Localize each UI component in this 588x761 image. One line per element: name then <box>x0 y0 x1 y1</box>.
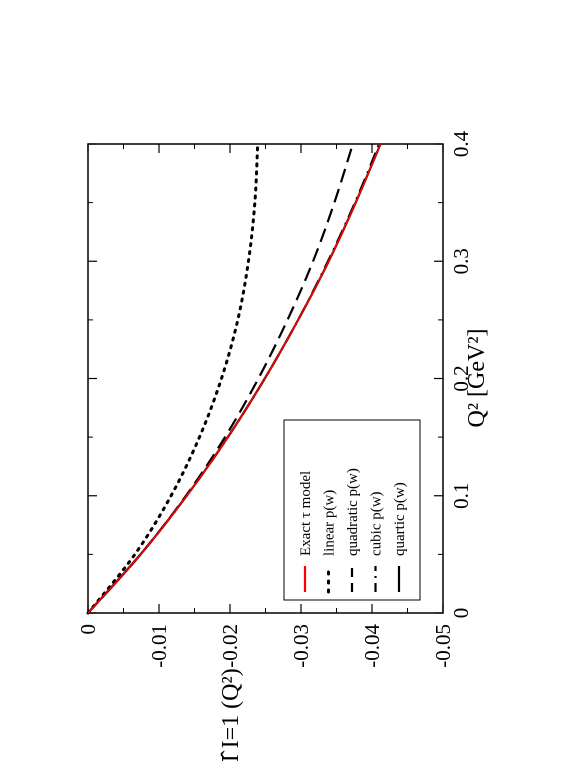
y-tick-label: 0 <box>76 624 100 635</box>
legend: Exact τ model linear p(w) quadratic p(w) cu… <box>283 419 421 601</box>
y-tick-label: -0.04 <box>360 624 384 668</box>
series <box>86 142 382 615</box>
x-tick-label: 0.4 <box>449 130 473 157</box>
x-tick-label: 0.1 <box>449 483 473 509</box>
y-tick-label: -0.05 <box>431 624 455 668</box>
legend-label: quartic p(w) <box>392 482 408 556</box>
tick-labels: 0 0.1 0.2 0.3 0.4 0 -0.01 -0.02 -0.03 -0.04 -0.05 <box>76 130 473 667</box>
y-tick-label: -0.01 <box>147 624 171 668</box>
series-line-exact-model <box>87 143 382 614</box>
x-tick-label: 0.3 <box>449 248 473 274</box>
x-axis-title: Q² [GeV²] <box>464 328 490 427</box>
y-tick-label: -0.02 <box>218 624 242 668</box>
legend-label: quadratic p(w) <box>345 468 361 556</box>
x-tick-label: 0.2 <box>449 365 473 391</box>
legend-items: Exact τ model linear p(w) quadratic p(w) cu… <box>298 468 408 594</box>
legend-label: Exact τ model <box>298 471 314 556</box>
y-axis-title: Π̂ I=1 (Q²) <box>218 668 244 761</box>
ticks <box>87 143 444 614</box>
legend-label: linear p(w) <box>322 490 338 556</box>
series-line-linear-p-w <box>86 142 260 615</box>
legend-label: cubic p(w) <box>369 491 385 556</box>
y-tick-label: -0.03 <box>289 624 313 668</box>
x-tick-label: 0 <box>449 608 473 619</box>
